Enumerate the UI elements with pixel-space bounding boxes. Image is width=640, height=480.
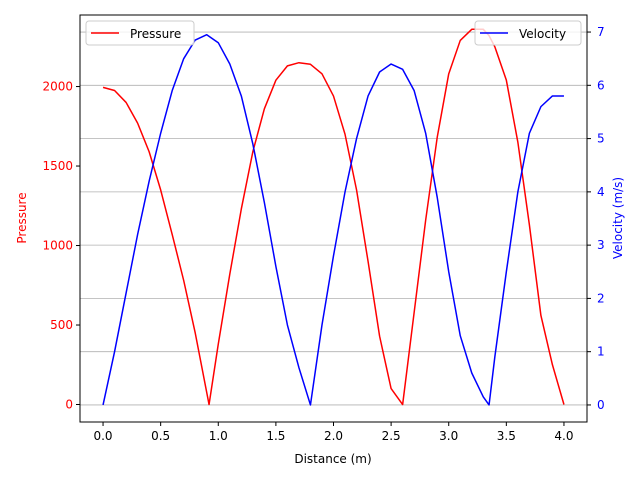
- y-left-tick-label: 1500: [42, 159, 73, 173]
- y-axis-left: 0 500 1000 1500 2000: [42, 80, 80, 412]
- y-right-tick-label: 1: [597, 345, 605, 359]
- y-axis-right-label: Velocity (m/s): [611, 177, 625, 259]
- y-left-tick-label: 1000: [42, 239, 73, 253]
- legend-velocity-label: Velocity: [519, 27, 566, 41]
- legend-right-box: [474, 20, 582, 46]
- grid-lines: [80, 31, 587, 406]
- legend-pressure-label: Pressure: [130, 27, 181, 41]
- x-tick-label: 1.5: [266, 429, 285, 443]
- y-axis-right: 0 1 2 3 4 5 6 7: [587, 25, 605, 412]
- y-right-tick-label: 6: [597, 78, 605, 92]
- y-right-tick-label: 3: [597, 238, 605, 252]
- legend-right: Velocity: [474, 20, 582, 46]
- x-axis-label: Distance (m): [294, 452, 371, 466]
- y-right-tick-label: 5: [597, 132, 605, 146]
- x-tick-label: 4.0: [554, 429, 573, 443]
- y-right-tick-label: 7: [597, 25, 605, 39]
- y-axis-left-label: Pressure: [15, 192, 29, 243]
- y-right-tick-label: 0: [597, 398, 605, 412]
- x-tick-label: 1.0: [209, 429, 228, 443]
- x-tick-label: 2.0: [324, 429, 343, 443]
- y-right-tick-label: 4: [597, 185, 605, 199]
- plot-frame: [79, 14, 588, 423]
- x-axis: 0.0 0.5 1.0 1.5 2.0 2.5 3.0 3.5 4.0: [93, 422, 574, 443]
- x-tick-label: 0.5: [151, 429, 170, 443]
- legend-left-box: [85, 20, 195, 46]
- y-left-tick-label: 2000: [42, 80, 73, 94]
- x-tick-label: 0.0: [93, 429, 112, 443]
- y-left-tick-label: 0: [65, 398, 73, 412]
- x-tick-label: 3.5: [497, 429, 516, 443]
- x-tick-label: 2.5: [382, 429, 401, 443]
- x-tick-label: 3.0: [439, 429, 458, 443]
- y-left-tick-label: 500: [50, 318, 73, 332]
- y-right-tick-label: 2: [597, 291, 605, 305]
- legend-left: Pressure: [85, 20, 195, 46]
- series-line-velocity: [102, 33, 564, 406]
